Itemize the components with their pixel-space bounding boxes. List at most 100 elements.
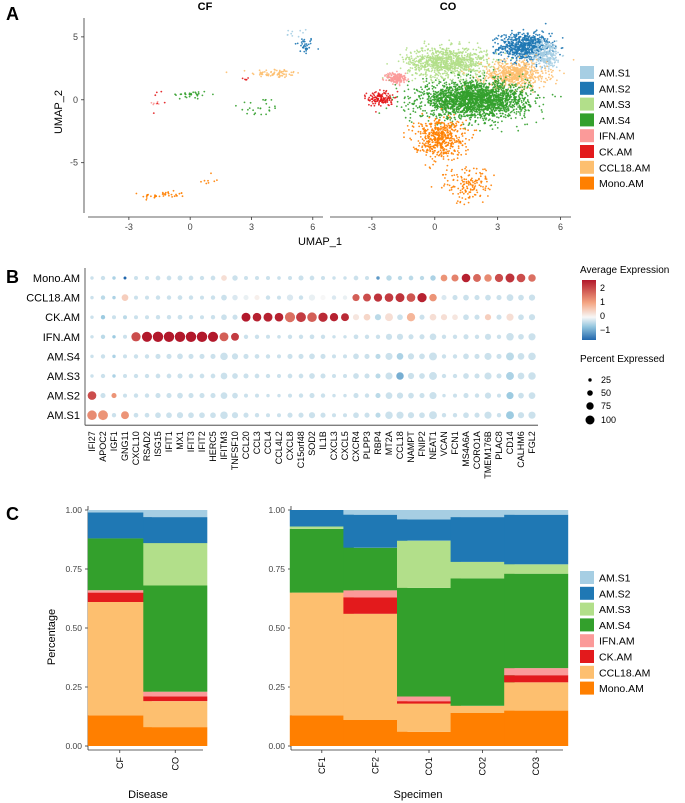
umap-point-am-s4 bbox=[235, 104, 237, 107]
umap-point-am-s3 bbox=[435, 52, 438, 54]
umap-point-am-s3 bbox=[424, 66, 427, 69]
umap-point-am-s4 bbox=[491, 109, 494, 111]
umap-point-am-s2 bbox=[524, 39, 527, 41]
umap-point-am-s4 bbox=[455, 89, 458, 92]
umap-point-am-s4 bbox=[488, 106, 491, 109]
umap-point-am-s4 bbox=[500, 107, 503, 110]
umap-point-am-s1 bbox=[547, 62, 550, 65]
umap-point-am-s3 bbox=[420, 72, 423, 75]
umap-point-am-s4 bbox=[467, 73, 470, 76]
umap-point-am-s2 bbox=[300, 44, 302, 47]
umap-point-mono-am bbox=[200, 180, 202, 183]
umap-point-am-s4 bbox=[462, 92, 464, 95]
umap-point-am-s4 bbox=[450, 82, 453, 85]
umap-point-ccl18-am bbox=[540, 80, 543, 83]
umap-point-ccl18-am bbox=[260, 73, 263, 76]
umap-point-am-s3 bbox=[474, 53, 476, 56]
umap-point-am-s2 bbox=[512, 51, 515, 54]
umap-point-am-s3 bbox=[475, 73, 477, 76]
umap-point-am-s4 bbox=[418, 105, 421, 108]
umap-point-ck-am bbox=[155, 91, 158, 94]
umap-point-ccl18-am bbox=[497, 61, 499, 64]
umap-point-ccl18-am bbox=[514, 77, 517, 80]
umap-point-am-s3 bbox=[399, 53, 402, 56]
umap-point-ccl18-am bbox=[493, 63, 496, 66]
umap-point-am-s2 bbox=[519, 57, 522, 60]
umap-point-am-s3 bbox=[466, 49, 469, 52]
umap-point-am-s1 bbox=[536, 46, 539, 48]
umap-point-ccl18-am bbox=[463, 72, 465, 75]
umap-point-am-s3 bbox=[461, 52, 464, 55]
umap-point-am-s3 bbox=[470, 57, 473, 60]
umap-point-ccl18-am bbox=[505, 60, 507, 62]
umap-point-am-s4 bbox=[428, 82, 431, 84]
umap-point-am-s4 bbox=[492, 81, 494, 84]
umap-point-am-s3 bbox=[411, 62, 413, 64]
umap-point-am-s3 bbox=[459, 63, 461, 65]
umap-point-am-s4 bbox=[492, 76, 494, 78]
umap-point-am-s4 bbox=[500, 88, 503, 91]
umap-point-am-s3 bbox=[423, 40, 426, 43]
umap-point-ccl18-am bbox=[535, 53, 537, 56]
umap-point-am-s4 bbox=[446, 104, 449, 107]
umap-point-am-s2 bbox=[522, 28, 525, 31]
umap-point-am-s2 bbox=[296, 42, 299, 45]
umap-point-am-s2 bbox=[505, 45, 507, 48]
umap-point-am-s1 bbox=[554, 54, 556, 57]
umap-point-am-s4 bbox=[492, 104, 495, 106]
umap-point-am-s3 bbox=[486, 58, 488, 61]
umap-point-am-s2 bbox=[492, 45, 495, 48]
umap-point-am-s2 bbox=[515, 57, 518, 60]
umap-point-am-s3 bbox=[446, 73, 449, 76]
umap-point-am-s4 bbox=[470, 71, 472, 73]
umap-point-am-s2 bbox=[530, 58, 533, 61]
umap-point-am-s4 bbox=[463, 115, 465, 118]
umap-point-am-s2 bbox=[510, 49, 512, 52]
umap-point-ccl18-am bbox=[532, 91, 534, 94]
umap-point-am-s3 bbox=[447, 47, 450, 50]
umap-point-am-s4 bbox=[459, 80, 461, 83]
umap-point-am-s3 bbox=[415, 60, 418, 62]
umap-point-am-s4 bbox=[479, 85, 481, 88]
umap-point-am-s4 bbox=[443, 85, 446, 88]
umap-point-am-s4 bbox=[492, 87, 494, 89]
umap-point-am-s3 bbox=[407, 63, 410, 65]
umap-point-am-s4 bbox=[514, 97, 517, 99]
umap-point-ccl18-am bbox=[487, 57, 490, 60]
umap-point-mono-am bbox=[142, 195, 145, 198]
umap-point-am-s3 bbox=[420, 47, 423, 50]
umap-point-am-s1 bbox=[551, 64, 553, 66]
umap-point-am-s3 bbox=[438, 44, 441, 47]
umap-point-am-s4 bbox=[494, 81, 497, 83]
umap-point-am-s2 bbox=[514, 54, 517, 57]
umap-point-am-s4 bbox=[259, 107, 262, 110]
umap-point-am-s4 bbox=[433, 98, 436, 101]
umap-point-am-s3 bbox=[470, 64, 472, 67]
umap-point-am-s3 bbox=[417, 64, 420, 67]
umap-point-am-s2 bbox=[560, 47, 563, 50]
umap-point-ccl18-am bbox=[280, 70, 283, 73]
umap-point-ccl18-am bbox=[535, 69, 538, 72]
umap-point-am-s4 bbox=[440, 96, 443, 99]
umap-point-am-s3 bbox=[450, 61, 453, 64]
umap-point-mono-am bbox=[145, 197, 148, 199]
umap-point-am-s3 bbox=[477, 56, 480, 59]
umap-point-am-s4 bbox=[455, 83, 458, 86]
umap-point-am-s4 bbox=[500, 94, 503, 97]
umap-point-am-s3 bbox=[481, 72, 484, 74]
umap-point-am-s4 bbox=[419, 114, 421, 117]
umap-point-am-s2 bbox=[517, 37, 520, 40]
umap-point-ccl18-am bbox=[516, 67, 518, 70]
umap-point-am-s1 bbox=[531, 60, 534, 62]
umap-point-am-s4 bbox=[518, 104, 521, 107]
umap-point-ccl18-am bbox=[545, 77, 547, 80]
umap-point-ccl18-am bbox=[267, 74, 270, 77]
umap-point-am-s4 bbox=[461, 94, 463, 97]
umap-point-am-s4 bbox=[483, 111, 486, 114]
umap-point-am-s4 bbox=[495, 92, 498, 95]
umap-point-am-s3 bbox=[474, 72, 477, 75]
umap-point-am-s4 bbox=[484, 98, 487, 101]
umap-point-am-s2 bbox=[512, 41, 515, 44]
umap-point-am-s3 bbox=[467, 48, 470, 51]
umap-point-am-s4 bbox=[466, 82, 469, 84]
